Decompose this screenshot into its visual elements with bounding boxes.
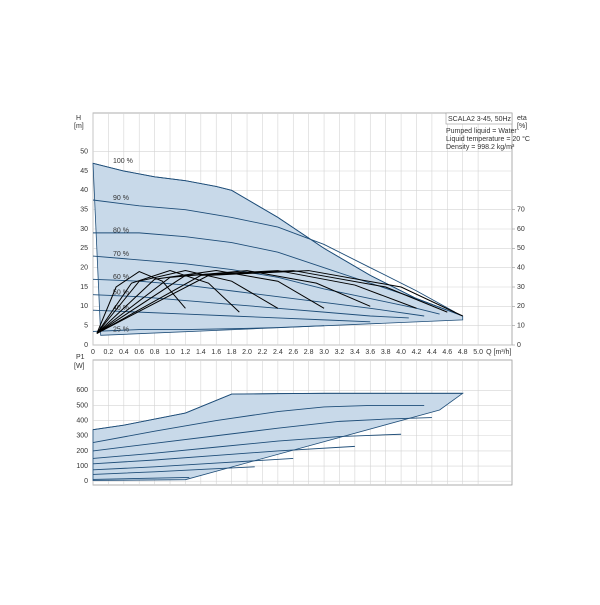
y2-tick-label: 10	[517, 323, 525, 330]
speed-curve	[92, 445, 355, 465]
x-tick-label: 2.8	[304, 349, 314, 356]
y-tick-label: 600	[76, 387, 88, 394]
y-tick-label: 100	[76, 463, 88, 470]
y-tick-label: 500	[76, 402, 88, 409]
x-tick-label: 1.2	[181, 349, 191, 356]
efficiency-curve	[96, 270, 279, 334]
x-tick-label: 2.4	[273, 349, 283, 356]
speed-curve	[92, 405, 425, 444]
y-tick-label: 400	[76, 417, 88, 424]
y-tick-label: 15	[80, 284, 88, 291]
y-tick-label: 20	[80, 265, 88, 272]
curve-label: 40 %	[113, 305, 129, 312]
y2-tick-label: 20	[517, 303, 525, 310]
y2-axis-unit: [%]	[517, 123, 527, 130]
y-tick-label: 25	[80, 245, 88, 252]
speed-curve	[92, 458, 294, 471]
y-tick-label: 10	[80, 303, 88, 310]
legend-title: SCALA2 3-45, 50Hz	[448, 116, 512, 123]
speed-curve	[92, 417, 432, 452]
x-tick-label: 4.6	[442, 349, 452, 356]
x-tick-label: 2.2	[258, 349, 268, 356]
y2-tick-label: 60	[517, 226, 525, 233]
efficiency-curve	[96, 270, 463, 334]
legend-line: Pumped liquid = Water	[446, 128, 517, 135]
speed-curve	[92, 278, 425, 317]
y2-tick-label: 0	[517, 342, 521, 349]
y-tick-label: 40	[80, 187, 88, 194]
speed-curve	[92, 466, 255, 475]
y-tick-label: 0	[84, 478, 88, 485]
x-tick-label: 0.2	[104, 349, 114, 356]
x-tick-label: 2.0	[242, 349, 252, 356]
curve-label: 25 %	[113, 326, 129, 333]
x-tick-label: 1.8	[227, 349, 237, 356]
y-axis-title: H	[76, 115, 81, 122]
x-tick-label: 0.8	[150, 349, 160, 356]
x-tick-label: 3.2	[335, 349, 345, 356]
x-tick-label: 3.4	[350, 349, 360, 356]
y-tick-label: 200	[76, 448, 88, 455]
legend-line: Liquid temperature = 20 °C	[446, 135, 530, 143]
x-tick-label: 1.4	[196, 349, 206, 356]
x-tick-label: 4.2	[412, 349, 422, 356]
speed-curve	[92, 199, 456, 313]
curve-label: 70 %	[113, 251, 129, 258]
x-axis-title: Q [m³/h]	[486, 349, 511, 356]
curve-label: 90 %	[113, 195, 129, 202]
speed-curve	[92, 309, 371, 323]
y-axis-unit: [m]	[74, 123, 84, 130]
x-tick-label: 0	[91, 349, 95, 356]
x-tick-label: 4.4	[427, 349, 437, 356]
y-axis-title: P1	[76, 354, 85, 361]
x-tick-label: 1.6	[211, 349, 221, 356]
y-tick-label: 300	[76, 433, 88, 440]
x-tick-label: 3.6	[365, 349, 375, 356]
x-tick-label: 3.0	[319, 349, 329, 356]
speed-curve	[92, 162, 463, 317]
y-axis-unit: [W]	[74, 363, 85, 370]
speed-curve	[92, 392, 463, 431]
curve-label: 60 %	[113, 274, 129, 281]
y-tick-label: 30	[80, 226, 88, 233]
x-tick-label: 3.8	[381, 349, 391, 356]
y2-tick-label: 30	[517, 284, 525, 291]
curve-label: 100 %	[113, 158, 133, 165]
legend-line: Density = 998.2 kg/m³	[446, 144, 515, 151]
y2-tick-label: 40	[517, 265, 525, 272]
efficiency-curve	[96, 270, 371, 334]
x-tick-label: 4.8	[458, 349, 468, 356]
y2-tick-label: 70	[517, 207, 525, 214]
curve-label: 80 %	[113, 228, 129, 235]
efficiency-curve	[96, 270, 417, 334]
speed-curve	[92, 294, 409, 319]
y-tick-label: 0	[84, 342, 88, 349]
speed-curve	[92, 476, 190, 480]
x-tick-label: 4.0	[396, 349, 406, 356]
curve-label: 50 %	[113, 290, 129, 297]
y-tick-label: 35	[80, 207, 88, 214]
speed-curve	[92, 433, 402, 459]
efficiency-curve	[96, 270, 325, 334]
x-tick-label: 5.0	[473, 349, 483, 356]
x-tick-label: 0.6	[134, 349, 144, 356]
efficiency-curve	[96, 270, 186, 334]
y2-axis-title: eta	[517, 115, 527, 122]
x-tick-label: 0.4	[119, 349, 129, 356]
y-tick-label: 45	[80, 168, 88, 175]
y-tick-label: 50	[80, 149, 88, 156]
y-tick-label: 5	[84, 323, 88, 330]
x-tick-label: 1.0	[165, 349, 175, 356]
speed-curve	[92, 325, 325, 332]
legend-box	[445, 112, 513, 125]
efficiency-curve	[96, 270, 240, 334]
x-tick-label: 2.6	[288, 349, 298, 356]
speed-curve	[92, 255, 440, 315]
y2-tick-label: 50	[517, 245, 525, 252]
efficiency-curve	[96, 270, 448, 334]
